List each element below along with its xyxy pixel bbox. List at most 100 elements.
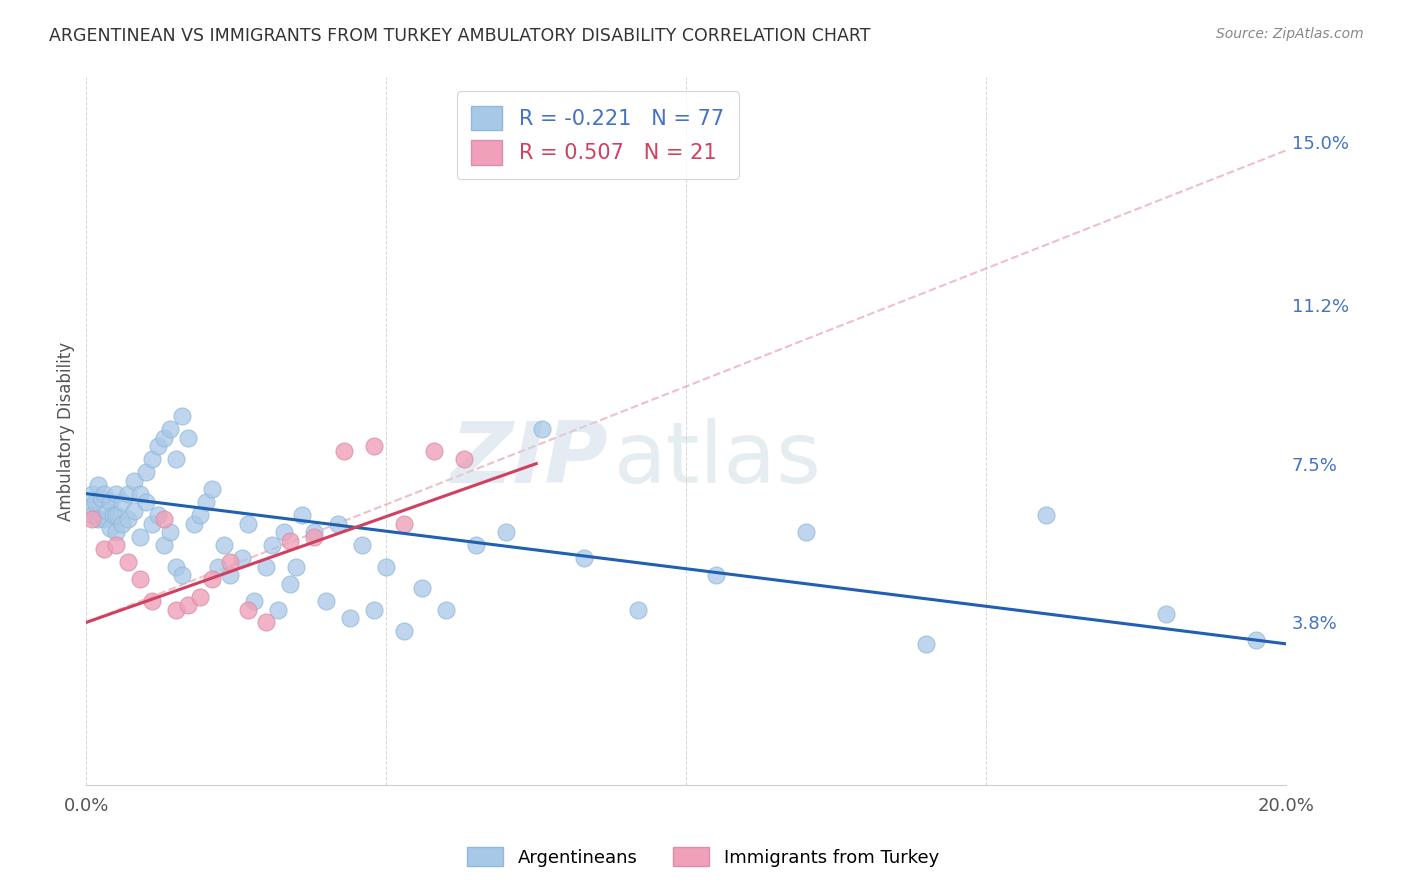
Point (278, 576, 301, 591)
Point (105, 538, 128, 552)
Text: ARGENTINEAN VS IMMIGRANTS FROM TURKEY AMBULATORY DISABILITY CORRELATION CHART: ARGENTINEAN VS IMMIGRANTS FROM TURKEY AM… (49, 27, 870, 45)
Point (177, 431, 200, 445)
Point (82, 512, 104, 526)
Point (93, 542, 115, 557)
Legend: R = -0.221   N = 77, R = 0.507   N = 21: R = -0.221 N = 77, R = 0.507 N = 21 (457, 91, 740, 179)
Point (105, 525, 128, 540)
Point (153, 512, 176, 526)
Point (117, 555, 139, 569)
Point (254, 559, 277, 574)
Point (453, 452, 475, 467)
Text: atlas: atlas (614, 418, 823, 501)
Point (93, 512, 115, 526)
Point (1244, 632, 1267, 647)
Point (704, 568, 727, 582)
Point (363, 440, 385, 454)
Point (172, 568, 194, 582)
Point (214, 538, 236, 552)
Point (90, 491, 112, 505)
Point (495, 525, 517, 540)
Point (117, 486, 139, 500)
Point (135, 495, 157, 509)
Point (352, 538, 374, 552)
Point (111, 516, 134, 531)
Point (201, 483, 224, 497)
Point (291, 508, 314, 522)
Point (219, 555, 242, 569)
Point (177, 599, 200, 613)
Point (363, 602, 385, 616)
Point (141, 516, 163, 531)
Point (285, 559, 308, 574)
Point (375, 559, 398, 574)
Point (129, 486, 152, 500)
Point (278, 533, 301, 548)
Y-axis label: Ambulatory Disability: Ambulatory Disability (58, 342, 75, 521)
Point (315, 594, 337, 608)
Text: Source: ZipAtlas.com: Source: ZipAtlas.com (1216, 27, 1364, 41)
Point (124, 504, 146, 518)
Point (117, 512, 139, 526)
Point (141, 452, 163, 467)
Point (434, 602, 457, 616)
Point (98, 521, 121, 535)
Point (243, 594, 266, 608)
Point (273, 525, 295, 540)
Point (111, 495, 134, 509)
Point (219, 568, 242, 582)
Point (207, 559, 229, 574)
Point (574, 551, 596, 566)
Point (394, 624, 416, 638)
Point (201, 573, 224, 587)
Point (238, 516, 260, 531)
Point (465, 538, 488, 552)
Point (188, 590, 211, 604)
Point (148, 440, 170, 454)
Point (195, 495, 218, 509)
Point (153, 431, 176, 445)
Point (105, 486, 128, 500)
Point (82, 486, 104, 500)
Point (93, 486, 115, 500)
Point (262, 538, 284, 552)
Point (87, 512, 110, 526)
Point (328, 516, 350, 531)
Point (87, 478, 110, 492)
Point (129, 530, 152, 544)
Point (304, 525, 326, 540)
Point (103, 508, 125, 522)
Point (159, 422, 181, 436)
Point (339, 611, 361, 625)
Point (531, 422, 554, 436)
Point (172, 409, 194, 424)
Legend: Argentineans, Immigrants from Turkey: Argentineans, Immigrants from Turkey (460, 840, 946, 874)
Point (231, 551, 253, 566)
Point (238, 602, 260, 616)
Point (96, 504, 118, 518)
Point (188, 508, 211, 522)
Point (333, 443, 356, 458)
Point (141, 594, 163, 608)
Point (627, 602, 650, 616)
Point (165, 452, 187, 467)
Point (153, 538, 176, 552)
Point (135, 465, 157, 479)
Point (1035, 508, 1057, 522)
Point (148, 508, 170, 522)
Point (159, 525, 181, 540)
Point (165, 559, 187, 574)
Point (411, 581, 433, 595)
Point (183, 516, 205, 531)
Point (84, 495, 107, 509)
Point (254, 615, 277, 630)
Point (124, 474, 146, 488)
Text: ZIP: ZIP (450, 418, 609, 501)
Point (79, 500, 101, 514)
Point (423, 443, 446, 458)
Point (394, 516, 416, 531)
Point (1154, 607, 1177, 621)
Point (105, 508, 128, 522)
Point (304, 530, 326, 544)
Point (129, 573, 152, 587)
Point (267, 602, 290, 616)
